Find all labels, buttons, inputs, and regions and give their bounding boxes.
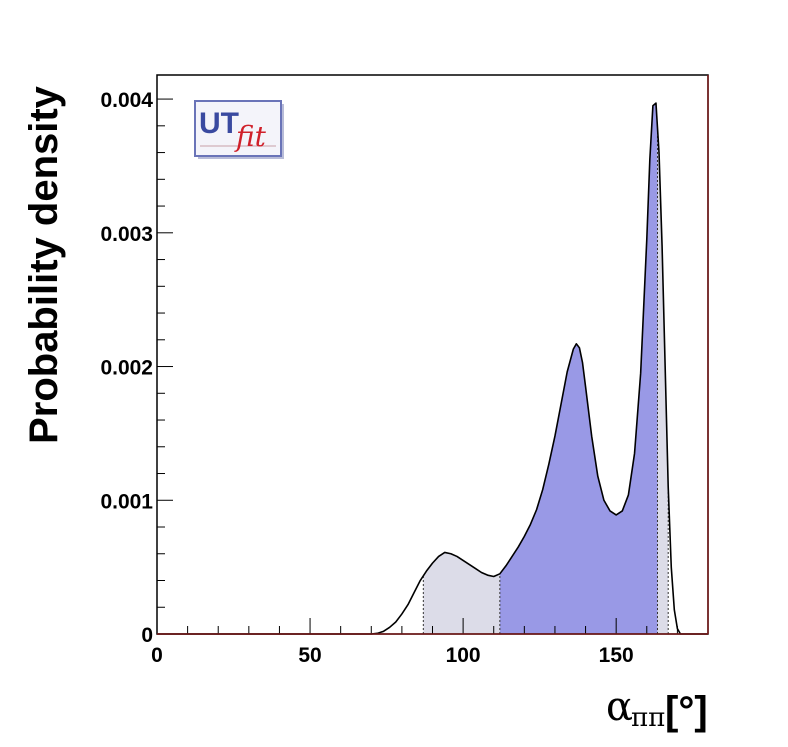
x-axis-label-subscript: ππ [631, 703, 665, 733]
x-tick-label: 50 [298, 644, 321, 667]
x-axis-label-symbol: α [606, 684, 633, 730]
logo-text-fit: fit [234, 120, 267, 153]
utfit-logo: UT fit [194, 100, 284, 159]
y-tick-label: 0.003 [100, 223, 153, 246]
x-tick-label: 150 [599, 644, 634, 667]
y-tick-label: 0.004 [100, 89, 153, 112]
axis-ticks [156, 98, 709, 635]
y-axis-label: Probability density [22, 85, 66, 444]
y-tick-label: 0 [141, 624, 153, 647]
x-axis-label-unit: [°] [665, 689, 708, 733]
x-tick-label: 0 [151, 644, 163, 667]
x-tick-label: 100 [446, 644, 481, 667]
tick-labels: 0 50 100 150 0 0.001 0.002 0.003 0.004 [100, 89, 633, 667]
logo-text-ut: UT [199, 107, 239, 140]
density-curve [157, 102, 708, 635]
x-axis-label: α ππ [°] [606, 684, 708, 733]
density-curve-layer [157, 102, 708, 635]
y-tick-label: 0.001 [100, 490, 153, 513]
y-tick-label: 0.002 [100, 357, 153, 380]
logo-box [194, 100, 282, 157]
